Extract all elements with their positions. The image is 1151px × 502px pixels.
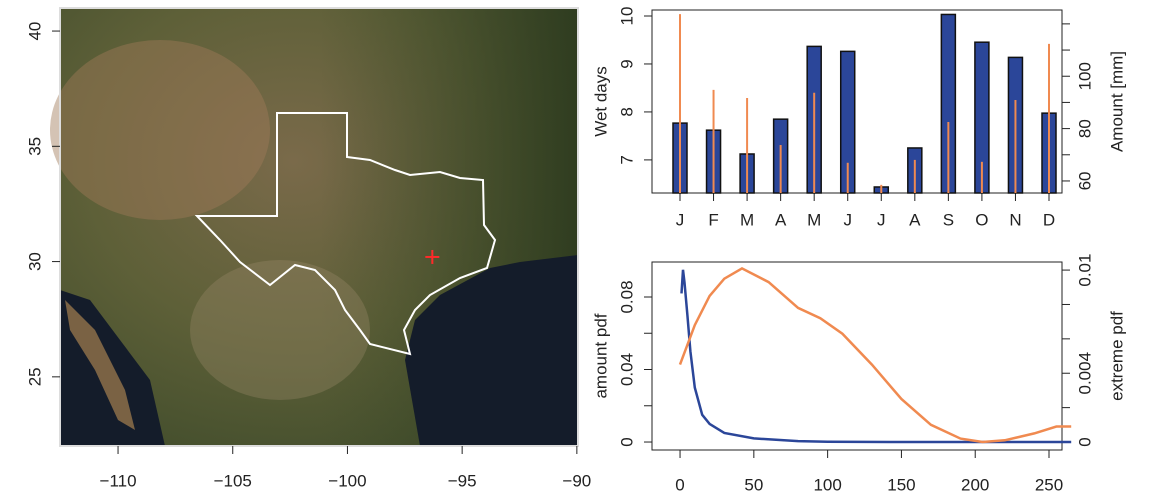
y-axis-title: Wet days xyxy=(591,66,610,137)
x-tick-label: M xyxy=(740,210,754,229)
map-image xyxy=(50,8,578,446)
y2-tick-label: 0.01 xyxy=(1075,254,1094,287)
y2-tick-label: 80 xyxy=(1075,119,1094,138)
x-tick-label: −100 xyxy=(328,471,366,490)
y2-axis-title: Amount [mm] xyxy=(1107,51,1126,152)
x-tick-label: 200 xyxy=(961,475,989,494)
plot-frame xyxy=(651,9,1063,194)
y2-tick-label: 100 xyxy=(1075,62,1094,90)
y-tick-label: 0.08 xyxy=(617,280,636,313)
y-tick-label: 10 xyxy=(617,7,636,26)
y-tick-label: 30 xyxy=(25,252,44,271)
x-tick-label: 150 xyxy=(887,475,915,494)
x-tick-label: F xyxy=(708,210,718,229)
x-tick-label: A xyxy=(775,210,787,229)
density-curve xyxy=(680,269,1072,444)
density-curve xyxy=(678,266,1072,444)
x-tick-label: J xyxy=(843,210,852,229)
x-tick-label: N xyxy=(1009,210,1021,229)
x-tick-label: S xyxy=(943,210,954,229)
y-tick-label: 7 xyxy=(617,155,636,164)
y2-tick-label: 0.004 xyxy=(1075,352,1094,395)
x-tick-label: 0 xyxy=(675,475,684,494)
y2-tick-label: 0 xyxy=(1075,437,1094,446)
x-tick-label: D xyxy=(1043,210,1055,229)
x-tick-label: 250 xyxy=(1035,475,1063,494)
x-tick-label: 50 xyxy=(744,475,763,494)
y2-axis-title: extreme pdf xyxy=(1107,311,1126,401)
y-tick-label: 0.04 xyxy=(617,353,636,386)
x-tick-label: −110 xyxy=(100,471,137,490)
x-tick-label: A xyxy=(909,210,921,229)
y-tick-label: 0 xyxy=(617,437,636,446)
x-tick-label: 100 xyxy=(813,475,841,494)
x-tick-label: M xyxy=(807,210,821,229)
x-tick-label: J xyxy=(676,210,685,229)
x-tick-label: −90 xyxy=(562,471,591,490)
plot-frame xyxy=(59,7,579,447)
y-tick-label: 9 xyxy=(617,59,636,68)
x-tick-label: −105 xyxy=(214,471,252,490)
y-tick-label: 8 xyxy=(617,107,636,116)
plot-frame xyxy=(651,261,1063,451)
y-tick-label: 25 xyxy=(25,367,44,386)
texas-outline xyxy=(194,112,497,356)
y-axis-title: amount pdf xyxy=(591,313,610,398)
y-tick-label: 40 xyxy=(25,22,44,41)
y-tick-label: 35 xyxy=(25,137,44,156)
x-tick-label: −95 xyxy=(448,471,477,490)
x-tick-label: O xyxy=(975,210,988,229)
y2-tick-label: 60 xyxy=(1075,171,1094,190)
x-tick-label: J xyxy=(877,210,886,229)
